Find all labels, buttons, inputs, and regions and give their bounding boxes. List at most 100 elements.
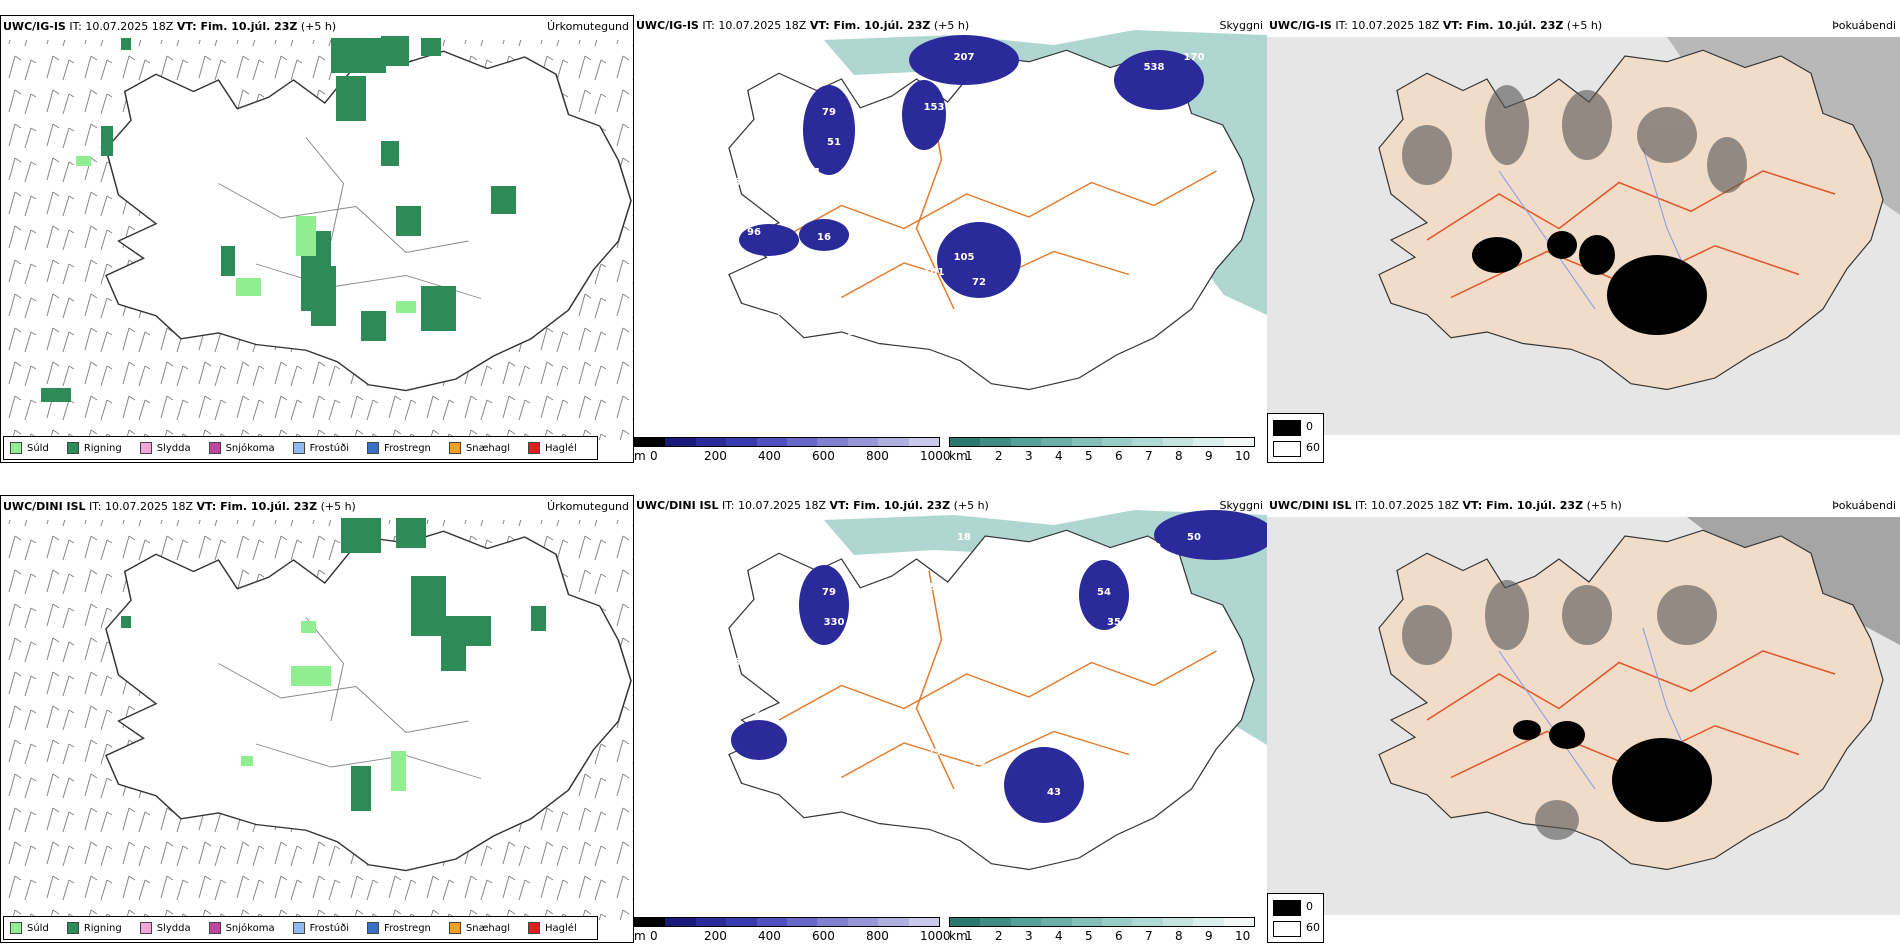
cloud-base-label: 29 [927, 747, 941, 758]
precip-type-panel-row1: UWC/IG-IS IT: 10.07.2025 18Z VT: Fim. 10… [0, 15, 634, 463]
precip-legend-label: Frostregn [384, 922, 431, 934]
precip-legend-item: Haglél [524, 442, 577, 454]
precip-legend-item: Rigning [63, 442, 122, 454]
cloud-base-label: 16 [817, 232, 831, 243]
colorbar-segment [1223, 918, 1255, 926]
visibility-map: 76 79 79 330 93 92 15 18 21 20 50 54 35 94 95 51 51 41 61 4… [727, 510, 1267, 871]
precip-legend-item: Frostregn [363, 442, 431, 454]
colorbar-tick: 600 [812, 929, 835, 943]
colorbar-unit: m [634, 449, 646, 463]
cloud-base-label: 72 [972, 277, 986, 288]
cloud-base-label: 25 [727, 657, 741, 668]
colorbar-segment [695, 918, 727, 926]
colorbar-segment [787, 918, 818, 926]
colorbar-tick: 6 [1115, 929, 1123, 943]
colorbar-segment [1010, 918, 1042, 926]
precip-legend-label: Frostúði [309, 442, 349, 454]
precip-legend-label: Snæhagl [465, 922, 511, 934]
colorbar-tick: 400 [758, 449, 781, 463]
precip-legend-item: Rigning [63, 922, 122, 934]
colorbar-segment [756, 918, 788, 926]
precip-legend-item: Frostúði [289, 922, 349, 934]
panel-header: UWC/IG-IS IT: 10.07.2025 18Z VT: Fim. 10… [3, 20, 337, 33]
colorbar-segment [1162, 918, 1194, 926]
visibility-colorbar: km 1 2 3 4 5 6 7 8 9 10 [949, 917, 1267, 943]
precip-legend-label: Frostúði [309, 922, 349, 934]
cloud-base-label: 51 [867, 717, 881, 728]
cloud-base-colorbar-gradient [634, 437, 940, 447]
precip-legend-swatch [66, 922, 79, 934]
precip-legend-swatch [10, 442, 22, 454]
cloud-base-label: 51 [907, 687, 921, 698]
panel-title: Skyggni [1219, 499, 1263, 512]
colorbar-segment [908, 918, 940, 926]
visibility-colorbar: km 1 2 3 4 5 6 7 8 9 10 [949, 437, 1267, 463]
colorbar-tick: 1000 [920, 929, 951, 943]
precip-legend-label: Frostregn [384, 442, 431, 454]
visibility-panel-row1: 105 72 79 51 51 96 16 207 153 538 170 67 22 73 38 46 44 4… [634, 15, 1267, 463]
colorbar-tick: 3 [1025, 449, 1033, 463]
cloud-base-label: 51 [807, 167, 821, 178]
fog-legend-white-label: 60 [1306, 921, 1320, 934]
colorbar-segment [980, 438, 1011, 446]
colorbar-segment [635, 438, 666, 446]
colorbar-tick: 7 [1145, 449, 1153, 463]
precip-type-map [1, 36, 633, 440]
colorbar-tick: 1000 [920, 449, 951, 463]
colorbar-tick: 10 [1235, 449, 1251, 463]
colorbar-tick: 1 [965, 449, 973, 463]
colorbar-tick: 1 [965, 929, 973, 943]
precip-legend-swatch [66, 442, 79, 454]
colorbar-tick: 6 [1115, 449, 1123, 463]
precip-legend-label: Slydda [156, 442, 191, 454]
cloud-base-label: 92 [747, 707, 761, 718]
colorbar-segment [1041, 438, 1072, 446]
colorbar-segment [1010, 438, 1042, 446]
colorbar-segment [726, 918, 757, 926]
colorbar-segment [878, 918, 909, 926]
colorbar-segment [1041, 918, 1072, 926]
colorbar-segment [635, 918, 666, 926]
cloud-base-label: 61 [827, 767, 841, 778]
cloud-base-label: 50 [1187, 532, 1201, 543]
cloud-base-label: 67 [1097, 107, 1111, 118]
cloud-base-label: 85 [1047, 307, 1061, 318]
visibility-colorbar-gradient [949, 917, 1255, 927]
precip-legend-label: Snæhagl [465, 442, 511, 454]
precip-legend: Súld Rigning Slydda Snjókoma Frostúði Frostre… [3, 916, 598, 940]
precip-legend-item: Snæhagl [445, 922, 510, 934]
colorbar-segment [1071, 438, 1103, 446]
colorbar-segment [817, 918, 848, 926]
colorbar-segment [847, 438, 879, 446]
precip-rain-areas [121, 518, 546, 811]
fog-map [1267, 37, 1900, 435]
cloud-base-colorbar-gradient [634, 917, 940, 927]
cloud-base-label: 538 [1144, 62, 1165, 73]
precip-legend-item: Frostregn [363, 922, 431, 934]
cloud-base-label: 79 [972, 757, 986, 768]
colorbar-segment [878, 438, 909, 446]
colorbar-tick: 5 [1085, 449, 1093, 463]
cloud-base-label: 15 [757, 597, 771, 608]
cloud-base-label: 44 [867, 237, 881, 248]
colorbar-segment [756, 438, 788, 446]
colorbar-unit: m [634, 929, 646, 943]
colorbar-tick: 7 [1145, 929, 1153, 943]
precip-legend-item: Snjókoma [205, 442, 275, 454]
panel-header: UWC/DINI ISL IT: 10.07.2025 18Z VT: Fim.… [3, 500, 356, 513]
panel-title: Skyggni [1219, 19, 1263, 32]
fog-legend-black-label: 0 [1306, 900, 1313, 913]
cloud-base-label: 51 [827, 287, 841, 298]
cloud-base-label: 42 [787, 257, 801, 268]
colorbar-tick: 3 [1025, 929, 1033, 943]
cloud-base-label: 35 [727, 177, 741, 188]
cloud-base-label: 76 [957, 732, 971, 743]
cloud-base-label: 330 [824, 617, 845, 628]
colorbar-tick: 200 [704, 929, 727, 943]
colorbar-segment [1102, 918, 1133, 926]
precip-legend-label: Snjókoma [225, 442, 275, 454]
panel-header: UWC/IG-IS IT: 10.07.2025 18Z VT: Fim. 10… [1269, 19, 1603, 32]
fog-legend-black-swatch [1273, 900, 1301, 916]
panel-title: Úrkomutegund [547, 20, 629, 33]
colorbar-segment [980, 918, 1011, 926]
